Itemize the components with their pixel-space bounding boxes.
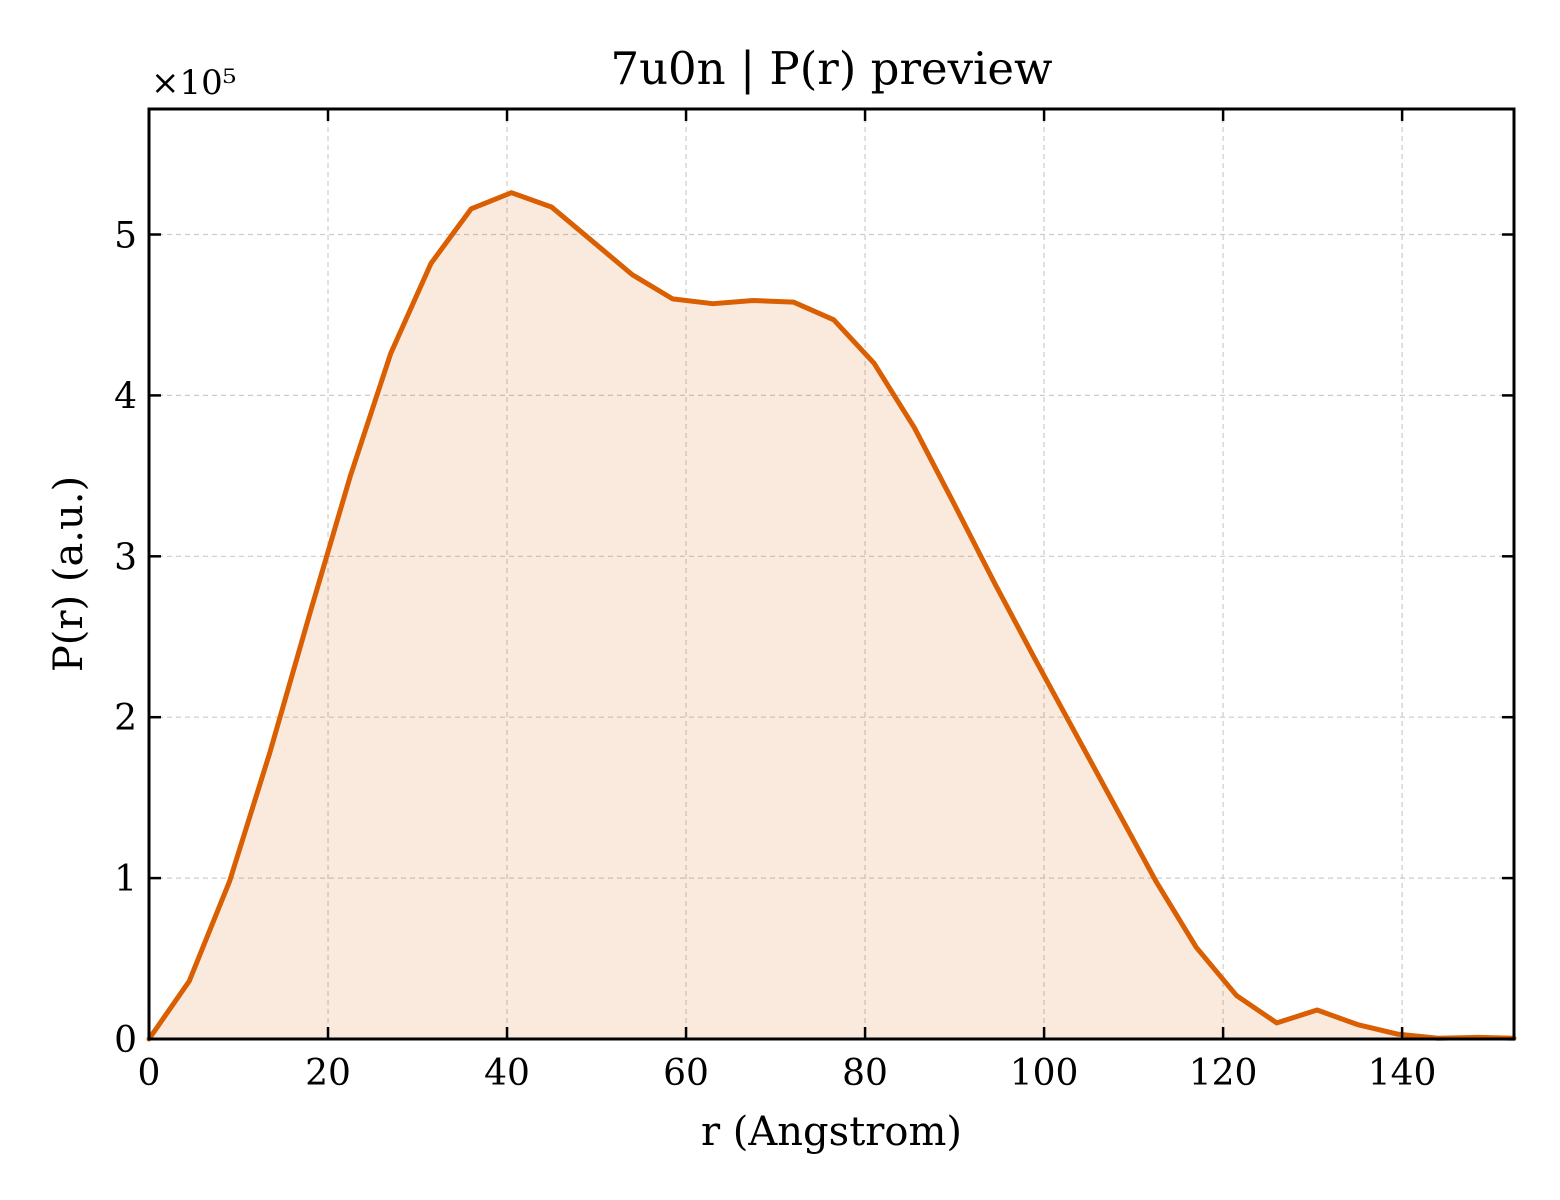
x-tick-label: 140	[1368, 1053, 1437, 1094]
plot-frame	[147, 107, 1516, 1041]
y-tick-label: 3	[114, 537, 137, 578]
data-layer	[146, 190, 1517, 1042]
y-offset-label: ×10⁵	[151, 63, 236, 103]
y-tick-label: 1	[114, 859, 137, 900]
x-tick-label: 0	[138, 1053, 161, 1094]
y-axis-label: P(r) (a.u.)	[46, 476, 92, 672]
x-tick-label: 20	[305, 1053, 351, 1094]
y-tick-label: 5	[114, 216, 137, 257]
y-tick-label: 2	[114, 698, 137, 739]
x-axis-label: r (Angstrom)	[701, 1109, 962, 1155]
chart-title: 7u0n | P(r) preview	[610, 42, 1052, 95]
x-tick-label: 40	[484, 1053, 530, 1094]
x-tick-label: 100	[1010, 1053, 1079, 1094]
x-tick-label: 60	[663, 1053, 709, 1094]
x-tick-label: 120	[1189, 1053, 1258, 1094]
y-tick-label: 0	[114, 1020, 137, 1061]
tick-layer: 0 20 40 60 80 100 120 140 0 1 2 3 4 5	[114, 109, 1514, 1094]
x-tick-label: 80	[842, 1053, 888, 1094]
y-tick-label: 4	[114, 376, 137, 417]
series-area-fill	[149, 192, 1514, 1040]
series-line	[146, 190, 1517, 1042]
